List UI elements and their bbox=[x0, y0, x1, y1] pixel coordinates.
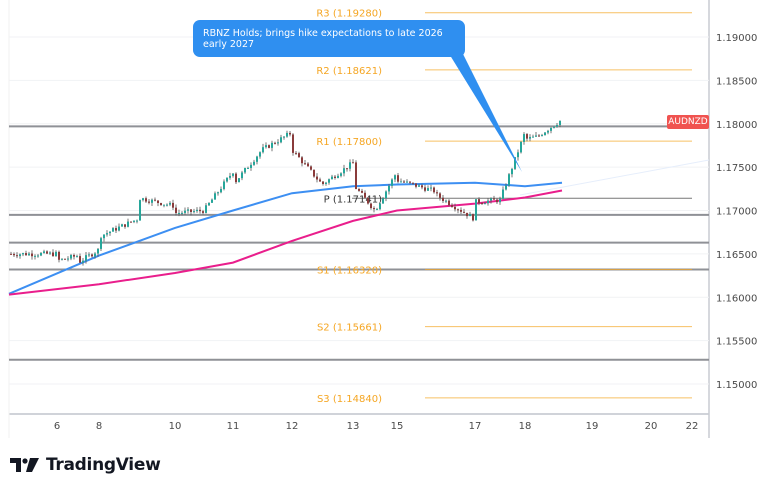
price-chart[interactable]: R3 (1.19280) R2 (1.18621) R1 (1.17800) P (1… bbox=[0, 0, 768, 440]
tradingview-brand[interactable]: TradingView bbox=[10, 455, 161, 475]
news-callout[interactable]: RBNZ Holds; brings hike expectations to … bbox=[193, 20, 465, 57]
date-tick-label: 6 bbox=[54, 421, 60, 432]
date-tick-label: 10 bbox=[169, 421, 182, 432]
pivot-label: S1 (1.16320) bbox=[317, 265, 382, 276]
tradingview-logo-icon bbox=[10, 458, 39, 472]
symbol-price-tag: AUDNZD bbox=[667, 115, 709, 129]
price-tick-label: 1.17000 bbox=[716, 207, 757, 218]
ma-blue-line bbox=[8, 181, 563, 295]
price-tick-label: 1.16000 bbox=[716, 293, 757, 304]
trend-extension bbox=[519, 159, 710, 196]
pivot-label: R3 (1.19280) bbox=[316, 9, 382, 20]
pivot-label: S3 (1.14840) bbox=[317, 394, 382, 405]
brand-name: TradingView bbox=[46, 455, 161, 475]
candlesticks bbox=[10, 120, 561, 266]
date-tick-label: 20 bbox=[645, 421, 658, 432]
price-tick-label: 1.15500 bbox=[716, 337, 757, 348]
pivot-label: R2 (1.18621) bbox=[316, 66, 382, 77]
price-tick-label: 1.19000 bbox=[716, 33, 757, 44]
price-tick-label: 1.18500 bbox=[716, 76, 757, 87]
pivot-label: P (1.17141) bbox=[324, 194, 382, 205]
callout-pointer bbox=[448, 52, 522, 172]
price-tick-label: 1.18000 bbox=[716, 120, 757, 131]
pivot-levels: R3 (1.19280) R2 (1.18621) R1 (1.17800) P (1… bbox=[316, 9, 692, 405]
date-tick-label: 13 bbox=[347, 421, 360, 432]
date-tick-label: 11 bbox=[227, 421, 240, 432]
pivot-label: R1 (1.17800) bbox=[316, 137, 382, 148]
price-axis[interactable]: 1.19000 1.18500 1.18000 1.17500 1.17000 1.165… bbox=[716, 33, 757, 391]
date-tick-label: 8 bbox=[96, 421, 102, 432]
date-tick-label: 17 bbox=[469, 421, 482, 432]
date-tick-label: 12 bbox=[286, 421, 299, 432]
date-tick-label: 22 bbox=[686, 421, 699, 432]
support-resistance-lines bbox=[9, 125, 709, 361]
price-tick-label: 1.16500 bbox=[716, 250, 757, 261]
price-tick-label: 1.17500 bbox=[716, 163, 757, 174]
price-tick-label: 1.15000 bbox=[716, 380, 757, 391]
gridlines bbox=[9, 36, 709, 385]
date-tick-label: 19 bbox=[586, 421, 599, 432]
plot-area bbox=[8, 0, 710, 438]
pivot-label: S2 (1.15661) bbox=[317, 323, 382, 334]
date-tick-label: 18 bbox=[519, 421, 532, 432]
time-axis[interactable]: 6 8 10 11 12 13 15 17 18 19 20 22 bbox=[54, 421, 699, 432]
date-tick-label: 15 bbox=[391, 421, 404, 432]
